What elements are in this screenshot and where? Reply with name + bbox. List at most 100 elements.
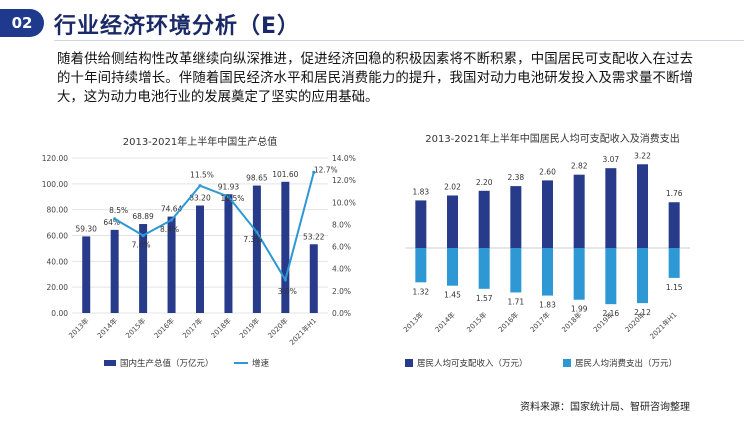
income-bar	[542, 180, 553, 248]
legend-label-growth: 增速	[252, 358, 270, 369]
y-right-tick-label: 8.0%	[332, 220, 351, 229]
legend-swatch-income	[405, 359, 413, 367]
expenditure-bar-label: 1.45	[444, 291, 461, 300]
gdp-bar-label: 64%	[103, 218, 120, 227]
growth-rate-point	[113, 217, 117, 221]
y-left-tick-label: 60.00	[47, 232, 69, 241]
growth-rate-point	[312, 170, 316, 174]
expenditure-bar-label: 1.99	[571, 305, 588, 314]
income-bar-label: 1.76	[666, 189, 683, 198]
expenditure-bar	[415, 248, 427, 283]
gdp-bar	[281, 181, 290, 313]
expenditure-bar	[510, 248, 522, 293]
x-tick-label: 2014年	[95, 316, 119, 340]
growth-rate-point	[283, 278, 287, 282]
growth-rate-label: 7.3%	[243, 235, 262, 244]
expenditure-bar	[478, 248, 490, 289]
x-tick-label: 2021年H1	[648, 310, 679, 341]
chart-title: 2013-2021年上半年中国居民人均可支配收入及消费支出	[425, 132, 680, 145]
y-right-tick-label: 14.0%	[332, 154, 356, 163]
growth-rate-label: 8.5%	[109, 206, 128, 215]
x-tick-label: 2015年	[465, 310, 489, 334]
x-tick-label: 2018年	[209, 316, 233, 340]
expenditure-bar	[447, 248, 458, 286]
expenditure-bar-label: 1.71	[507, 297, 524, 306]
growth-rate-line	[114, 172, 315, 283]
gdp-bar-label: 74.64	[161, 205, 183, 214]
gdp-bar-label: 98.65	[246, 174, 268, 183]
income-bar-label: 2.82	[571, 162, 588, 171]
income-bar	[415, 200, 427, 248]
y-right-tick-label: 10.0%	[332, 198, 356, 207]
growth-rate-label: 8.4%	[160, 225, 179, 234]
legend-label-income: 居民人均可支配收入（万元）	[417, 358, 528, 369]
growth-rate-label: 12.7%	[314, 165, 338, 174]
income-bar-label: 2.02	[444, 182, 461, 191]
y-left-tick-label: 120.00	[42, 154, 68, 163]
income-bar-label: 3.07	[602, 155, 619, 164]
gdp-bar-label: 101.60	[272, 170, 298, 179]
income-bar-label: 1.83	[412, 187, 429, 196]
gdp-bar-label: 83.20	[189, 194, 211, 203]
income-bar	[478, 190, 490, 248]
y-left-tick-label: 40.00	[47, 257, 69, 266]
y-right-tick-label: 12.0%	[332, 176, 356, 185]
x-tick-label: 2013年	[401, 310, 425, 334]
title-divider	[54, 40, 744, 41]
gdp-bar	[224, 194, 233, 313]
gdp-bar-label: 59.30	[75, 224, 97, 233]
expenditure-bar	[637, 248, 648, 304]
income-bar	[573, 174, 585, 248]
growth-rate-label: 7.0%	[132, 241, 151, 250]
x-tick-label: 2020年	[266, 316, 290, 340]
page-title: 行业经济环境分析（E）	[54, 14, 301, 39]
expenditure-bar	[542, 248, 553, 296]
y-right-tick-label: 0.0%	[332, 309, 351, 318]
growth-rate-point	[141, 233, 145, 238]
y-right-tick-label: 6.0%	[332, 243, 351, 252]
income-bar	[605, 168, 617, 248]
source-note: 资料来源：国家统计局、智研咨询整理	[520, 402, 690, 413]
gdp-bar	[196, 205, 204, 313]
x-tick-label: 2014年	[433, 310, 457, 334]
income-bar	[637, 164, 648, 248]
section-number-badge: 02	[0, 9, 44, 37]
expenditure-bar-label: 1.57	[476, 294, 493, 303]
income-bar	[510, 186, 522, 248]
expenditure-bar-label: 2.16	[602, 309, 619, 318]
chart-title: 2013-2021年上半年中国生产总值	[123, 135, 278, 148]
income-bar	[668, 202, 680, 248]
x-tick-label: 2015年	[124, 316, 148, 340]
gdp-bar-label: 68.89	[132, 212, 154, 221]
x-tick-label: 2021年H1	[287, 316, 318, 347]
gdp-bar	[167, 216, 176, 313]
gdp-bar	[82, 236, 91, 313]
gdp-bar	[139, 224, 148, 313]
gdp-bar-label: 53.22	[303, 232, 325, 241]
income-bar-label: 2.38	[507, 173, 524, 182]
y-left-tick-label: 100.00	[42, 180, 68, 189]
x-tick-label: 2013年	[67, 316, 91, 340]
income-bar-label: 2.20	[476, 178, 493, 187]
growth-rate-point	[169, 218, 174, 222]
expenditure-bar-label: 1.15	[666, 283, 683, 292]
growth-rate-label: 3.0%	[278, 287, 297, 296]
growth-rate-point	[198, 184, 202, 188]
expenditure-bar-label: 1.32	[412, 287, 429, 296]
gdp-chart: 2013-2021年上半年中国生产总值 0.00 20.00 40.00 60.00 80…	[42, 135, 356, 369]
expenditure-bar-label: 1.83	[539, 301, 556, 310]
y-left-tick-label: 0.00	[51, 309, 68, 318]
x-tick-label: 2017年	[528, 310, 552, 334]
income-bar-label: 3.22	[634, 151, 651, 160]
income-expenditure-chart: 2013-2021年上半年中国居民人均可支配收入及消费支出 1.83 2.02 2.2…	[401, 132, 690, 369]
growth-rate-point	[255, 230, 259, 234]
expenditure-bar	[573, 248, 585, 300]
gdp-bar	[110, 229, 119, 313]
x-tick-label: 2017年	[180, 316, 204, 340]
expenditure-bar-label: 2.12	[634, 308, 651, 317]
growth-rate-label: 10.5%	[221, 194, 245, 203]
gdp-bar	[252, 185, 261, 313]
x-tick-label: 2016年	[496, 310, 520, 334]
gdp-bar	[309, 244, 318, 313]
income-bar	[447, 195, 458, 248]
